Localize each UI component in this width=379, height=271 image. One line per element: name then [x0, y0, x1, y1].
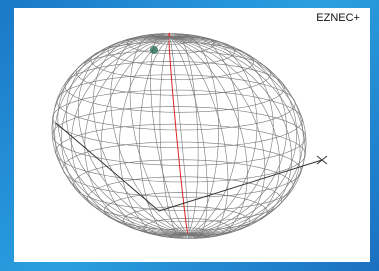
meridian-line — [140, 38, 188, 238]
pattern-plot — [14, 8, 370, 262]
highlight-meridian — [169, 33, 188, 234]
axis-line — [159, 160, 322, 211]
screen: EZNEC+ (() => { const data = JSON.parse(… — [0, 0, 379, 271]
meridian-line — [170, 38, 189, 239]
latitude-line — [91, 42, 254, 80]
meridian-line — [119, 38, 187, 238]
latitude-line — [104, 192, 267, 230]
pole-marker — [150, 46, 158, 54]
app-label: EZNEC+ — [316, 12, 360, 24]
meridian-line — [170, 34, 218, 234]
meridian-line — [170, 38, 207, 239]
axis-cross — [317, 156, 327, 164]
plot-window: EZNEC+ — [14, 8, 370, 262]
meridian-line — [170, 38, 228, 238]
